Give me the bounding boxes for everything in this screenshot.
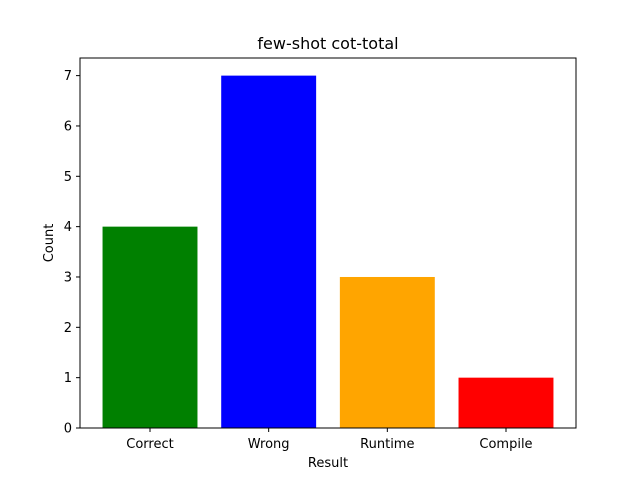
bar-correct <box>102 226 198 428</box>
x-tick-label: Compile <box>479 437 532 452</box>
y-tick-label: 7 <box>64 69 72 84</box>
chart-title: few-shot cot-total <box>257 34 398 53</box>
y-tick-label: 3 <box>64 270 72 285</box>
y-axis-ticks: 0 1 2 3 4 5 6 7 <box>64 69 80 437</box>
bar-wrong <box>221 75 317 428</box>
y-tick-label: 2 <box>64 321 72 336</box>
x-tick-label: Correct <box>126 437 173 452</box>
bar-compile <box>458 377 554 428</box>
bar-runtime <box>339 276 435 428</box>
y-axis-label: Count <box>42 224 57 263</box>
y-tick-label: 4 <box>64 220 72 235</box>
y-tick-label: 6 <box>64 119 72 134</box>
y-tick-label: 1 <box>64 371 72 386</box>
y-tick-label: 0 <box>64 422 72 437</box>
x-tick-label: Wrong <box>248 437 290 452</box>
bars-group <box>102 75 554 428</box>
x-axis-label: Result <box>308 456 348 471</box>
plot-frame <box>79 57 577 429</box>
y-tick-label: 5 <box>64 170 72 185</box>
x-axis-ticks: Correct Wrong Runtime Compile <box>126 428 533 452</box>
x-tick-label: Runtime <box>360 437 414 452</box>
